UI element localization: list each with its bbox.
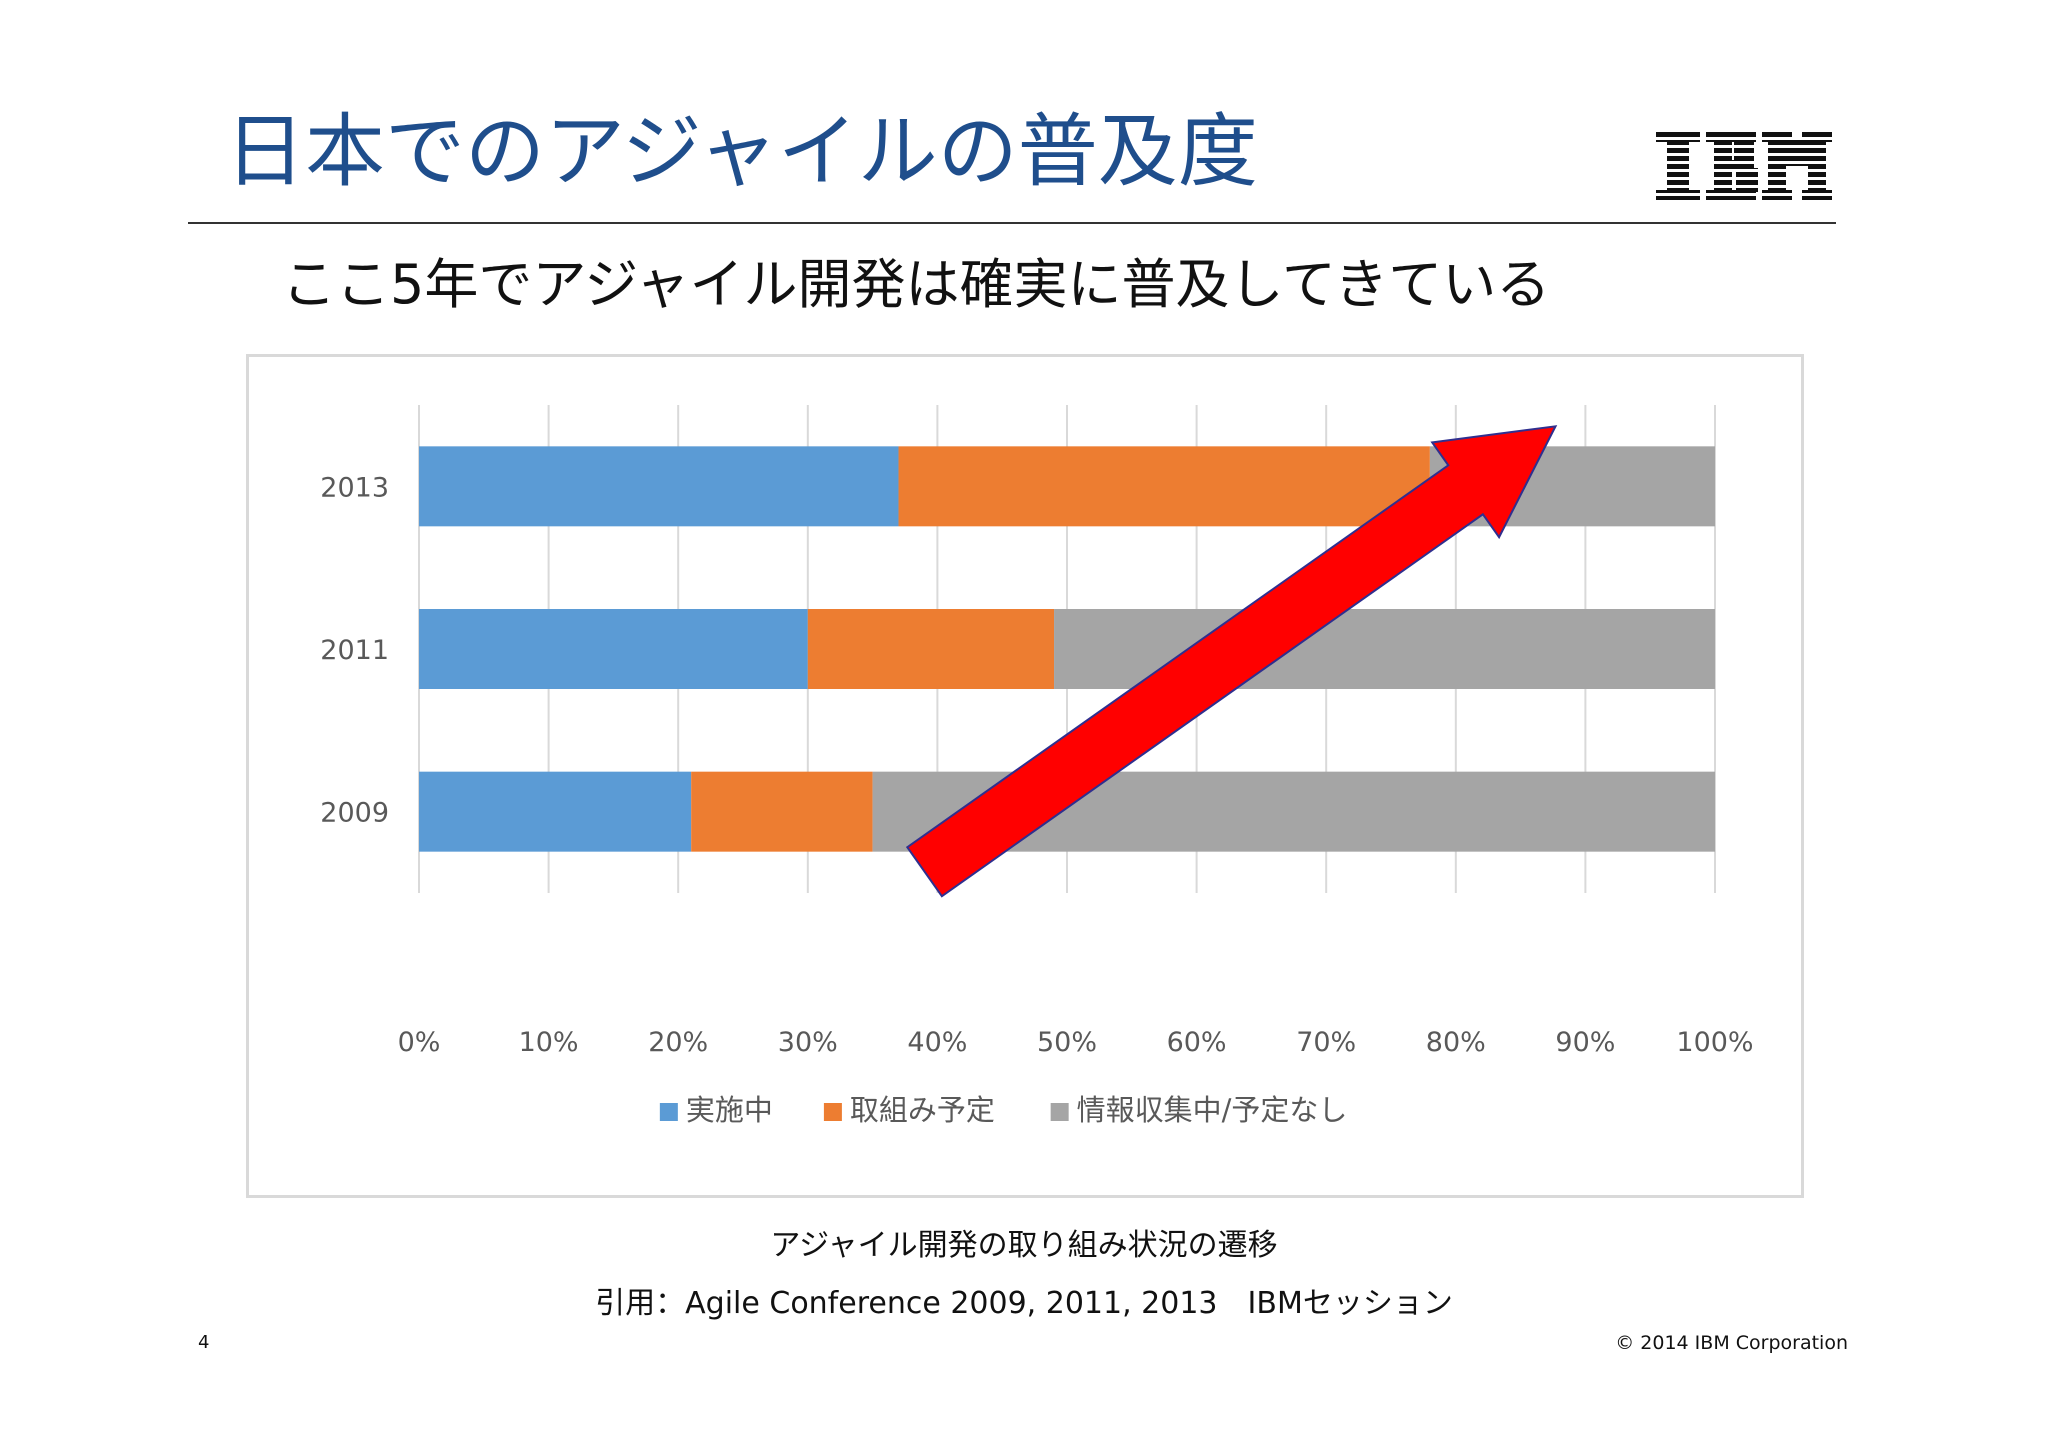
legend-label: 取組み予定 bbox=[850, 1093, 995, 1127]
x-tick-label: 40% bbox=[907, 1027, 967, 1058]
slide-subtitle: ここ5年でアジャイル開発は確実に普及してきている bbox=[282, 253, 1551, 316]
x-tick-label: 20% bbox=[648, 1027, 708, 1058]
x-tick-label: 70% bbox=[1296, 1027, 1356, 1058]
x-tick-label: 30% bbox=[778, 1027, 838, 1058]
y-category-label: 2013 bbox=[320, 472, 389, 503]
chart-frame: 0% 10% 20% 30% 40% 50% 60% 70% 80% 90% 100% 2013 201… bbox=[246, 354, 1804, 1198]
chart-caption: アジャイル開発の取り組み状況の遷移 bbox=[770, 1228, 1278, 1263]
copyright: © 2014 IBM Corporation bbox=[1615, 1332, 1848, 1354]
x-tick-label: 10% bbox=[519, 1027, 579, 1058]
slide-title: 日本でのアジャイルの普及度 bbox=[225, 105, 1258, 198]
bar-segment bbox=[898, 446, 1430, 527]
x-tick-label: 90% bbox=[1555, 1027, 1615, 1058]
bar-segment bbox=[807, 609, 1055, 689]
trend-arrow bbox=[905, 425, 1558, 898]
legend-label: 実施中 bbox=[686, 1093, 773, 1127]
bar-segment bbox=[419, 771, 692, 852]
bar-segment bbox=[691, 771, 873, 852]
x-tick-label: 60% bbox=[1167, 1027, 1227, 1058]
bar-segment bbox=[419, 609, 808, 689]
bar-segment bbox=[419, 446, 899, 527]
y-category-label: 2011 bbox=[320, 635, 389, 666]
y-category-label: 2009 bbox=[320, 798, 389, 829]
ibm-logo bbox=[1656, 132, 1832, 200]
x-tick-label: 50% bbox=[1037, 1027, 1097, 1058]
x-tick-label: 100% bbox=[1676, 1027, 1753, 1058]
x-tick-label: 80% bbox=[1426, 1027, 1486, 1058]
citation: 引用：Agile Conference 2009, 2011, 2013 IBM… bbox=[595, 1286, 1453, 1321]
legend-swatch bbox=[1050, 1103, 1069, 1121]
legend-label: 情報収集中/予定なし bbox=[1077, 1093, 1348, 1127]
legend-swatch bbox=[659, 1103, 678, 1121]
page-number: 4 bbox=[198, 1332, 210, 1353]
stacked-bar-chart: 0% 10% 20% 30% 40% 50% 60% 70% 80% 90% 100% 2013 201… bbox=[320, 405, 1754, 1127]
legend-swatch bbox=[823, 1103, 842, 1121]
x-tick-label: 0% bbox=[398, 1027, 441, 1058]
title-divider bbox=[188, 222, 1836, 224]
